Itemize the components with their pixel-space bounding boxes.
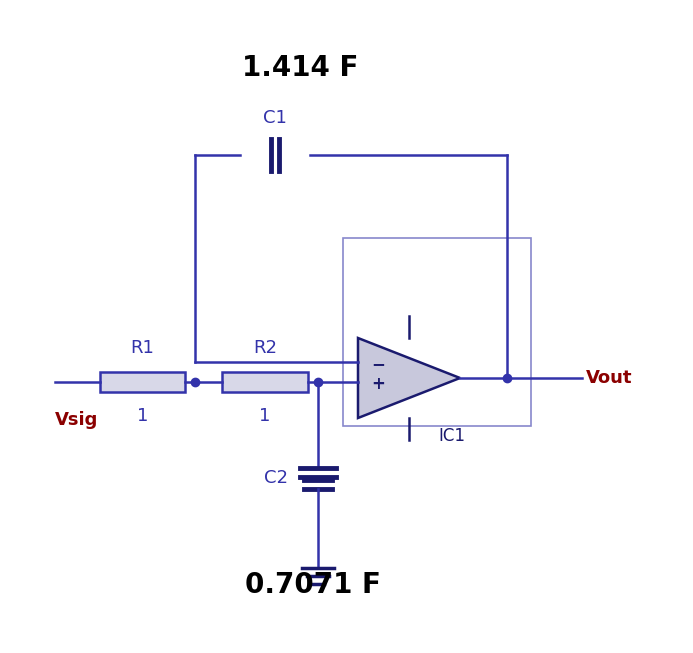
Text: 1: 1: [137, 407, 148, 425]
Text: Vsig: Vsig: [55, 411, 98, 429]
Text: IC1: IC1: [439, 427, 466, 445]
Text: R2: R2: [253, 339, 277, 357]
Text: 1.414 F: 1.414 F: [242, 54, 358, 82]
Text: 1: 1: [259, 407, 271, 425]
Text: −: −: [371, 355, 385, 373]
Text: C2: C2: [264, 469, 288, 487]
Text: Vout: Vout: [586, 369, 633, 387]
Text: C1: C1: [263, 109, 287, 127]
Polygon shape: [358, 338, 460, 418]
Text: R1: R1: [130, 339, 155, 357]
Bar: [343, 238, 531, 426]
Text: +: +: [371, 375, 385, 393]
Bar: [100, 372, 185, 392]
Bar: [222, 372, 308, 392]
Text: 0.7071 F: 0.7071 F: [245, 571, 381, 599]
